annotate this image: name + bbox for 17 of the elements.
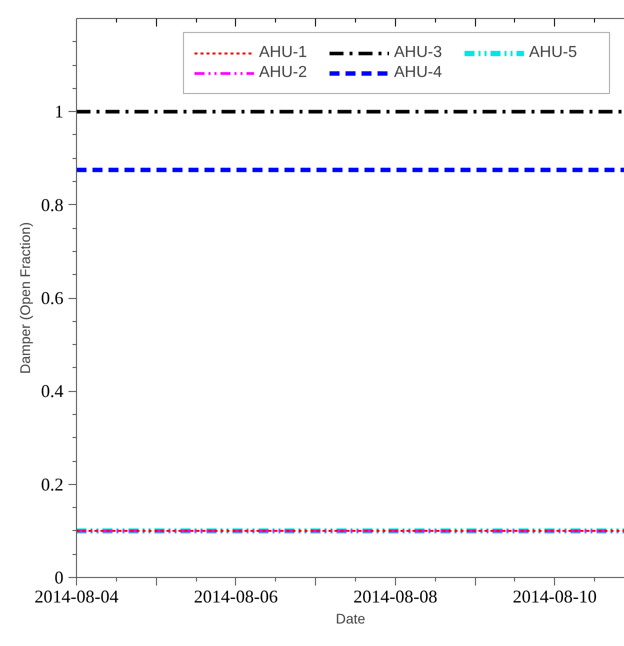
legend-label: AHU-2 — [259, 64, 308, 82]
x-tick-label: 2014-08-04 — [34, 586, 119, 606]
y-tick-label: 0.4 — [41, 381, 64, 402]
x-tick-label: 2014-08-10 — [512, 586, 597, 606]
y-tick-label: 0.8 — [41, 194, 64, 215]
x-tick-label: 2014-08-06 — [194, 586, 278, 606]
legend-label: AHU-3 — [394, 44, 444, 62]
y-axis-title: Damper (Open Fraction) — [17, 222, 33, 374]
y-tick-label: 0 — [54, 568, 64, 588]
y-tick-label: 0.2 — [41, 474, 64, 494]
legend-label: AHU-5 — [529, 44, 578, 62]
y-tick-label: 0.6 — [41, 288, 64, 308]
legend-label: AHU-1 — [259, 44, 308, 62]
y-tick-label: 1 — [54, 102, 64, 122]
legend-label: AHU-4 — [394, 64, 444, 82]
x-tick-label: 2014-08-08 — [353, 586, 438, 606]
x-axis-title: Date — [336, 610, 366, 626]
